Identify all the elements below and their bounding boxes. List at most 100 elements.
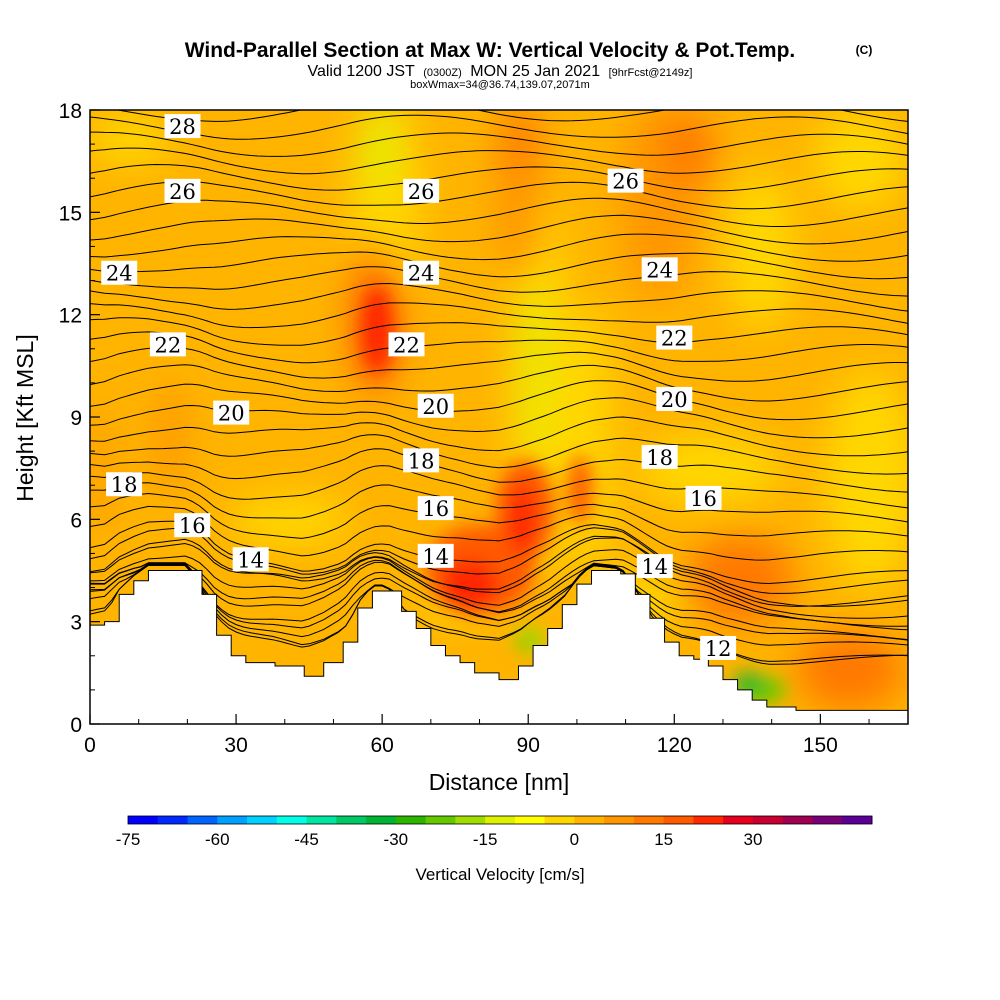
colorbar-swatch (157, 816, 189, 824)
contour-label-26: 26 (169, 180, 196, 204)
colorbar-swatch (842, 816, 873, 824)
contour-label-20: 20 (218, 402, 245, 426)
colorbar-swatch (455, 816, 486, 824)
theta-contour-line (90, 131, 908, 157)
colorbar-swatch (336, 816, 367, 824)
y-axis: 0 3 6 9 12 15 18 (59, 100, 100, 737)
x-tick-label: 0 (84, 734, 96, 757)
theta-contour-line (90, 465, 908, 509)
theta-contour-line (90, 214, 908, 245)
colorbar-swatch (782, 816, 813, 824)
x-axis: 0 30 60 90 120 150 (84, 714, 870, 757)
theta-contour-line (90, 147, 908, 175)
contour-label-16: 16 (422, 497, 449, 521)
x-tick-label: 30 (224, 734, 247, 757)
contour-label-18: 18 (111, 473, 138, 497)
colorbar-tick-label: -75 (116, 830, 141, 849)
x-tick-label: 150 (803, 734, 838, 757)
colorbar-swatch (544, 816, 575, 824)
contour-label-box (641, 257, 678, 282)
colorbar-swatch (604, 816, 635, 824)
y-tick-label: 6 (70, 509, 82, 532)
contour-label-box (174, 513, 211, 538)
contour-label-26: 26 (408, 180, 435, 204)
contour-label-20: 20 (422, 395, 449, 419)
theta-contour-line (90, 114, 908, 140)
colorbar-swatch (128, 816, 159, 824)
colorbar-swatch (306, 816, 337, 824)
contour-label-box (164, 178, 201, 203)
y-tick-label: 18 (59, 100, 82, 123)
contour-label-box (164, 114, 201, 139)
contour-label-box (417, 543, 454, 568)
contour-label-24: 24 (646, 258, 673, 282)
colorbar-swatch (217, 816, 248, 824)
theta-contour-line (90, 233, 908, 262)
colorbar-swatch (247, 816, 278, 824)
contour-label-22: 22 (661, 327, 688, 351)
colorbar-swatch (723, 816, 754, 824)
contour-label-24: 24 (106, 262, 133, 286)
theta-contour-line (90, 282, 908, 312)
theta-contour-line (90, 558, 908, 627)
colorbar: -75 -60 -45 -30 -15 0 15 30 (116, 815, 873, 849)
contour-label-12: 12 (705, 637, 732, 661)
colorbar-swatch (485, 816, 516, 824)
y-tick-label: 15 (59, 202, 82, 225)
colorbar-tick-label: 15 (654, 830, 673, 849)
contour-label-28: 28 (169, 115, 196, 139)
theta-contour-line (90, 197, 908, 227)
valid-prefix: Valid 1200 JST (307, 63, 415, 80)
theta-contour-line (90, 535, 908, 607)
colorbar-tick-label: -15 (473, 830, 498, 849)
contour-label-box (700, 635, 737, 660)
colorbar-tick-label: -60 (205, 830, 230, 849)
theta-contour-line (90, 331, 908, 364)
x-tick-label: 60 (370, 734, 393, 757)
contour-label-box (685, 485, 722, 510)
colorbar-swatch (752, 816, 784, 824)
contour-label-16: 16 (690, 487, 717, 511)
theta-contour-line (90, 163, 908, 192)
colorbar-swatch (633, 816, 665, 824)
theta-contour-line (90, 482, 908, 523)
theta-contour-line (90, 347, 908, 382)
colorbar-tick-label: 0 (570, 830, 579, 849)
box-wmax-info: boxWmax=34@36.74,139.07,2071m (410, 79, 590, 91)
chart-title: Wind-Parallel Section at Max W: Vertical… (185, 39, 796, 62)
colorbar-swatch (812, 816, 843, 824)
contour-label-22: 22 (155, 333, 182, 357)
x-tick-label: 120 (657, 734, 692, 757)
theta-contour-line (90, 563, 908, 641)
theta-contour-labels: 28 26 26 26 24 24 24 22 22 22 20 20 20 18 18 18 16 16 16 14… (101, 114, 737, 661)
theta-contour-line (90, 520, 908, 585)
colorbar-swatch (514, 816, 546, 824)
theta-contour-line (90, 448, 908, 493)
theta-contour-line (90, 505, 908, 561)
copyright-mark: (C) (856, 43, 873, 57)
theta-contour-line (90, 527, 908, 594)
colorbar-swatch (395, 816, 427, 824)
y-axis-label: Height [Kft MSL] (12, 334, 38, 501)
theta-contour-line (90, 561, 908, 631)
theta-contour-line (90, 492, 908, 539)
contour-label-14: 14 (422, 545, 449, 569)
colorbar-tick-label: -45 (294, 830, 319, 849)
contour-label-26: 26 (612, 170, 639, 194)
colorbar-swatch (693, 816, 724, 824)
x-tick-label: 90 (517, 734, 540, 757)
contour-label-box (106, 472, 143, 497)
colorbar-label: Vertical Velocity [cm/s] (415, 865, 584, 884)
valid-date: MON 25 Jan 2021 (470, 63, 600, 80)
theta-contour-line (90, 564, 908, 665)
colorbar-swatch (276, 816, 308, 824)
contour-label-box (232, 547, 269, 572)
contour-label-box (417, 393, 454, 418)
contour-label-box (403, 448, 440, 473)
colorbar-swatch (425, 816, 456, 824)
contour-label-box (388, 332, 425, 357)
contour-label-24: 24 (408, 262, 435, 286)
contour-label-box (403, 260, 440, 285)
y-tick-label: 0 (70, 714, 82, 737)
theta-contour-line (90, 564, 908, 662)
